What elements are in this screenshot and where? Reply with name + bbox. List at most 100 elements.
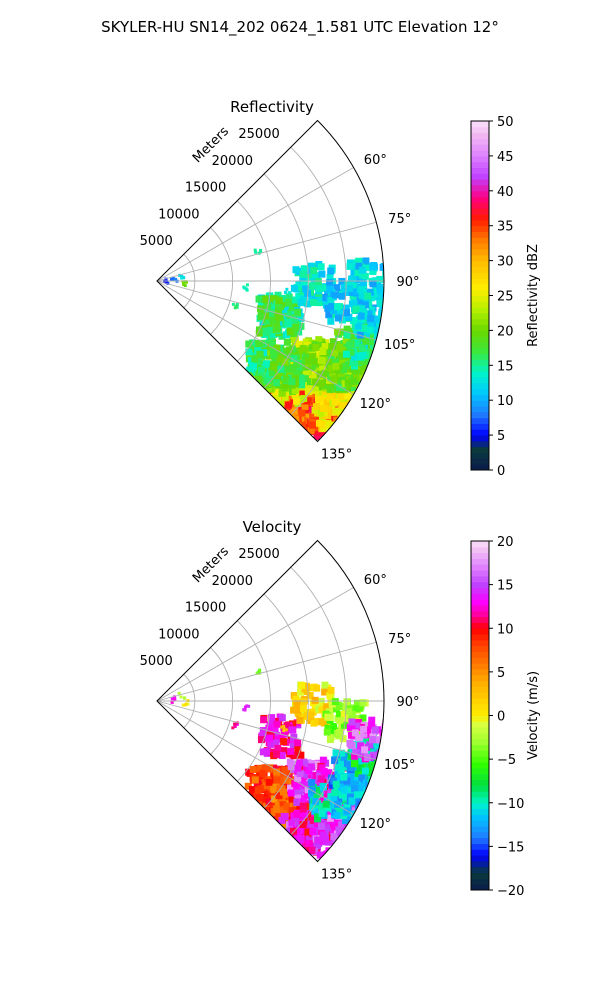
echo-cell bbox=[374, 351, 382, 359]
echo-cell bbox=[326, 273, 334, 281]
echo-cell bbox=[234, 304, 238, 308]
azimuth-gridline bbox=[156, 280, 377, 341]
echo-cell bbox=[352, 722, 360, 730]
echo-cell bbox=[288, 419, 296, 427]
echo-cell bbox=[321, 343, 329, 351]
echo-cell bbox=[281, 417, 289, 425]
echo-cell bbox=[332, 780, 340, 788]
echo-cell bbox=[293, 361, 301, 369]
echo-cell bbox=[311, 363, 319, 371]
echo-cell bbox=[291, 324, 299, 332]
echo-cell bbox=[278, 816, 286, 824]
echo-cell bbox=[349, 292, 357, 300]
echo-cell bbox=[278, 389, 286, 397]
sector-frame bbox=[156, 539, 385, 863]
colorbar-band bbox=[471, 417, 489, 424]
echo-cell bbox=[367, 785, 375, 793]
echo-cell bbox=[301, 375, 309, 383]
echo-cell bbox=[376, 346, 384, 354]
echo-cell bbox=[344, 411, 352, 419]
echo-cell bbox=[267, 395, 275, 403]
echo-cell bbox=[364, 726, 372, 734]
echo-cell bbox=[269, 417, 277, 425]
echo-cell bbox=[383, 716, 384, 724]
echo-cell bbox=[340, 773, 348, 781]
echo-cell bbox=[343, 309, 351, 317]
echo-cell bbox=[380, 781, 384, 789]
echo-cell bbox=[349, 317, 357, 325]
echo-cell bbox=[315, 396, 323, 404]
colorbar-band bbox=[471, 727, 489, 734]
echo-cell bbox=[365, 310, 373, 318]
echo-cell bbox=[375, 357, 383, 365]
radial-tick-label: 5000 bbox=[140, 234, 173, 249]
echo-cell bbox=[293, 369, 301, 377]
echo-cell bbox=[274, 744, 282, 752]
echo-cell bbox=[364, 809, 372, 817]
echo-cell bbox=[273, 344, 281, 352]
echo-cell bbox=[337, 406, 345, 414]
echo-cell bbox=[346, 262, 354, 270]
echo-cell bbox=[245, 704, 249, 708]
echo-cell bbox=[324, 405, 332, 413]
echo-cell bbox=[304, 791, 312, 799]
echo-cell bbox=[358, 357, 366, 365]
echo-cell bbox=[254, 250, 258, 254]
echo-cell bbox=[295, 292, 303, 300]
colorbar-band bbox=[471, 756, 489, 763]
echo-cell bbox=[360, 725, 368, 733]
echo-cell bbox=[317, 428, 325, 436]
echo-cell bbox=[340, 397, 348, 405]
echo-cell bbox=[302, 411, 310, 419]
echo-cell bbox=[272, 805, 280, 813]
echo-cell bbox=[281, 835, 289, 843]
echo-cell bbox=[335, 383, 343, 391]
echo-cell bbox=[279, 801, 287, 809]
echo-cell bbox=[276, 808, 284, 816]
echo-cell bbox=[299, 821, 307, 829]
echo-cell bbox=[287, 747, 295, 755]
echo-cell bbox=[233, 724, 237, 728]
echo-cell bbox=[297, 428, 305, 436]
echo-cell bbox=[331, 757, 339, 765]
colorbar-band bbox=[471, 686, 489, 693]
echo-cell bbox=[327, 364, 335, 372]
echo-cell bbox=[295, 759, 303, 767]
echo-cell bbox=[367, 800, 375, 808]
echo-cell bbox=[302, 781, 310, 789]
echo-cell bbox=[344, 708, 352, 716]
echo-cell bbox=[274, 801, 282, 809]
colorbar-tick-label: 15 bbox=[497, 359, 514, 374]
echo-cell bbox=[355, 298, 363, 306]
echo-cell bbox=[348, 829, 356, 837]
echo-cell bbox=[289, 364, 297, 372]
echo-cell bbox=[277, 400, 285, 408]
echo-cell bbox=[337, 767, 345, 775]
echo-cell bbox=[359, 714, 367, 722]
echo-cell bbox=[276, 827, 284, 835]
echo-cell bbox=[340, 717, 348, 725]
echo-cell bbox=[350, 780, 358, 788]
echo-cell bbox=[320, 404, 328, 412]
echo-cell bbox=[231, 302, 235, 306]
echo-cell bbox=[371, 358, 379, 366]
echo-cell bbox=[257, 313, 265, 321]
echo-cell bbox=[309, 410, 317, 418]
echo-cell bbox=[335, 826, 343, 834]
colorbar-band bbox=[471, 243, 489, 250]
echo-cell bbox=[302, 368, 310, 376]
echo-cell bbox=[306, 692, 314, 700]
echo-cell bbox=[359, 699, 367, 707]
colorbar-band bbox=[471, 779, 489, 786]
echo-cell bbox=[366, 741, 374, 749]
echo-cell bbox=[379, 361, 384, 369]
angle-tick-label: 90° bbox=[397, 275, 420, 290]
echo-cell bbox=[317, 409, 325, 417]
echo-cell bbox=[342, 362, 350, 370]
echo-cell bbox=[271, 795, 279, 803]
echo-cell bbox=[284, 728, 288, 732]
echo-cell bbox=[275, 813, 283, 821]
echo-cell bbox=[258, 327, 266, 335]
colorbar-band bbox=[471, 278, 489, 285]
echo-cell bbox=[384, 749, 391, 756]
